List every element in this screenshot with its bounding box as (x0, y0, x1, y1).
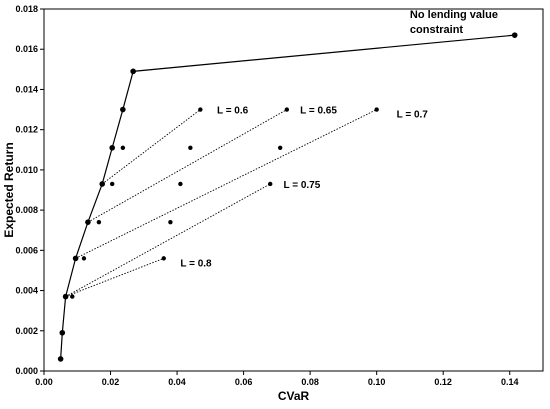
frontier-point (511, 32, 518, 38)
constraint-point (277, 145, 283, 150)
x-tick-label: 0.12 (434, 377, 452, 387)
y-tick-label: 0.006 (15, 245, 38, 255)
frontier-point (109, 144, 115, 151)
dotted-line (75, 109, 377, 259)
x-tick-label: 0.00 (35, 377, 53, 387)
y-tick-label: 0.012 (15, 125, 38, 135)
constraint-point (188, 145, 193, 150)
frontier-point (72, 255, 79, 262)
y-tick-label: 0.000 (15, 366, 38, 376)
y-tick-label: 0.008 (15, 205, 38, 215)
note-line-2: constraint (410, 24, 464, 36)
line-label: L = 0.7 (397, 110, 429, 121)
plot-frame (43, 8, 544, 372)
x-axis-title: CVaR (278, 389, 310, 403)
constraint-point (268, 181, 273, 187)
y-axis-title: Expected Return (2, 142, 16, 237)
x-tick-label: 0.08 (301, 377, 319, 387)
frontier-point (59, 329, 66, 336)
frontier-line (60, 34, 515, 359)
x-tick-label: 0.14 (501, 377, 519, 387)
y-tick-label: 0.002 (15, 326, 38, 336)
constraint-point (168, 219, 173, 225)
dotted-line (65, 257, 164, 298)
line-label: L = 0.75 (284, 180, 321, 191)
constraint-point (374, 107, 379, 112)
constraint-point (198, 107, 203, 112)
line-label: L = 0.8 (180, 258, 212, 269)
constraint-point (120, 145, 126, 150)
note-line-1: No lending value (410, 9, 498, 21)
dotted-line (101, 109, 201, 185)
y-tick-label: 0.010 (15, 165, 38, 175)
constraint-point (161, 256, 166, 261)
constraint-point (109, 181, 115, 187)
x-tick-label: 0.06 (235, 377, 253, 387)
y-tick-label: 0.014 (15, 84, 38, 94)
plot-area: 0.00 0.02 0.04 0.06 0.08 0.10 0.12 0.14 0.000 0.0… (15, 4, 544, 387)
frontier-point (130, 68, 136, 75)
x-tick-label: 0.04 (168, 377, 186, 387)
frontier-point (85, 219, 91, 225)
line-label: L = 0.6 (217, 106, 249, 117)
x-tick-label: 0.10 (368, 377, 386, 387)
frontier-point (120, 106, 126, 113)
line-label: L = 0.65 (300, 106, 337, 117)
y-tick-label: 0.004 (15, 286, 38, 296)
dotted-line (87, 109, 288, 223)
x-tick-label: 0.02 (102, 377, 120, 387)
frontier-point (62, 293, 69, 300)
frontier-point (57, 356, 64, 362)
constraint-point (70, 294, 75, 299)
frontier-point (99, 181, 106, 187)
constraint-point (284, 107, 290, 112)
constraint-point (178, 181, 183, 187)
constraint-point (81, 256, 87, 261)
y-tick-label: 0.016 (15, 44, 38, 54)
constraint-point (96, 219, 102, 225)
y-tick-label: 0.018 (15, 4, 38, 14)
